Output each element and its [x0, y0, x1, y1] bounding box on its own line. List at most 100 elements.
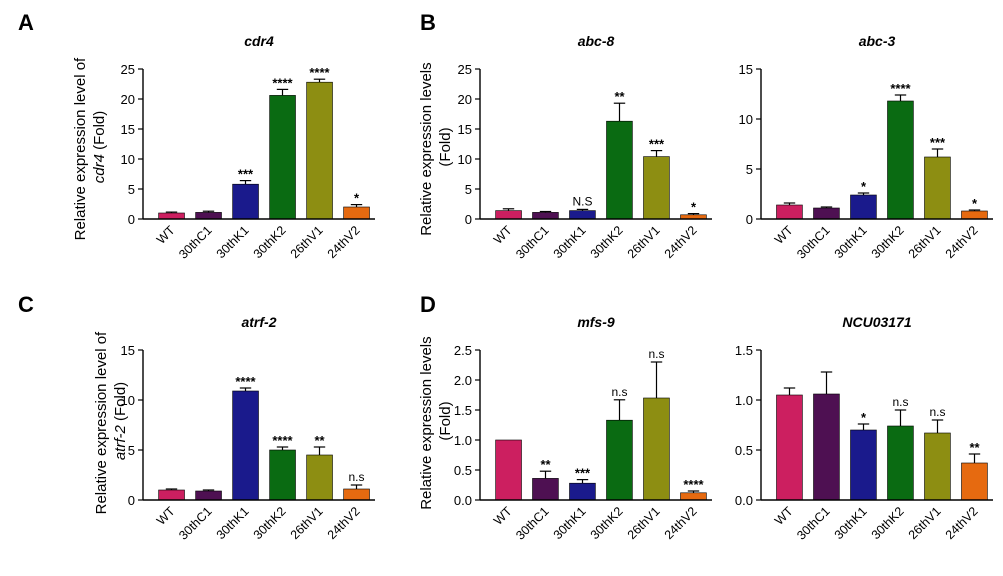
bar-30thc1 [195, 490, 222, 501]
category-label: 30thK2 [251, 223, 289, 261]
y-tick-label: 1.0 [735, 393, 753, 408]
chart-title: mfs-9 [577, 314, 615, 330]
panel-letter-a: A [18, 10, 34, 35]
significance-label: * [354, 191, 360, 206]
ylabel-d: Relative expression levels (Fold) [418, 332, 454, 510]
y-tick-label: 25 [121, 62, 135, 77]
bar-26thv1 [924, 156, 951, 220]
category-label: 30thC1 [794, 504, 832, 542]
category-label: WT [154, 223, 178, 247]
category-label: 30thC1 [176, 223, 214, 261]
category-label: 24thV2 [662, 504, 700, 542]
bar-26thv1 [643, 156, 670, 220]
bar-24thv2 [680, 492, 707, 501]
category-label: 26thV1 [906, 223, 944, 261]
chart-title: NCU03171 [842, 314, 911, 330]
category-label: WT [772, 223, 796, 247]
panel-letter-d: D [420, 292, 436, 317]
ylabel-a-gene: cdr4 [91, 154, 108, 183]
bar-30thk1 [232, 390, 259, 501]
y-tick-label: 0.0 [735, 493, 753, 508]
significance-label: ** [540, 457, 551, 472]
y-tick-label: 0 [128, 493, 135, 508]
category-label: WT [772, 504, 796, 528]
category-label: 30thK1 [551, 223, 589, 261]
category-label: 30thK2 [588, 223, 626, 261]
significance-label: * [861, 179, 867, 194]
ylabel-a: Relative expression level of cdr4 (Fold) [72, 54, 108, 241]
category-label: WT [491, 223, 515, 247]
category-label: 24thV2 [325, 223, 363, 261]
ylabel-d-line2: (Fold) [437, 401, 454, 440]
significance-label: n.s [611, 385, 627, 399]
category-label: 30thK2 [869, 223, 907, 261]
y-tick-label: 20 [458, 92, 472, 107]
ylabel-c-line1: Relative expression level of [93, 331, 110, 514]
category-label: 30thC1 [513, 223, 551, 261]
charts-layer: cdr4WT30thC1***30thK1****30thK2****26thV… [121, 33, 993, 543]
category-label: 30thK2 [869, 504, 907, 542]
y-tick-label: 5 [465, 182, 472, 197]
y-tick-label: 10 [121, 393, 135, 408]
significance-label: N.S [572, 194, 592, 208]
category-label: 30thK1 [832, 504, 870, 542]
ylabel-a-line1: Relative expression level of [72, 57, 89, 240]
ylabel-c-gene: atrf-2 [112, 425, 129, 461]
significance-label: * [861, 410, 867, 425]
bar-wt [158, 212, 185, 220]
category-label: 26thV1 [906, 504, 944, 542]
chart-title: abc-3 [859, 33, 896, 49]
bar-30thk2 [887, 100, 914, 220]
chart-title: cdr4 [244, 33, 274, 49]
y-tick-label: 2.0 [454, 373, 472, 388]
significance-label: **** [272, 433, 293, 448]
significance-label: ** [614, 89, 625, 104]
y-tick-label: 20 [121, 92, 135, 107]
category-label: 24thV2 [325, 504, 363, 542]
bar-30thk1 [232, 183, 259, 220]
category-label: 30thK1 [214, 223, 252, 261]
ylabel-b-line1: Relative expression levels [418, 62, 435, 235]
bar-wt [776, 394, 803, 501]
significance-label: **** [309, 65, 330, 80]
bar-26thv1 [643, 397, 670, 501]
bar-24thv2 [343, 488, 370, 501]
category-label: 30thK2 [251, 504, 289, 542]
bar-26thv1 [306, 454, 333, 501]
significance-label: n.s [892, 395, 908, 409]
y-tick-label: 0.5 [735, 443, 753, 458]
bar-30thk2 [606, 120, 633, 220]
bar-30thc1 [195, 212, 222, 220]
bar-30thk2 [606, 419, 633, 501]
y-tick-label: 15 [121, 122, 135, 137]
category-label: 30thC1 [794, 223, 832, 261]
chart-title: abc-8 [578, 33, 615, 49]
y-tick-label: 25 [458, 62, 472, 77]
bar-wt [495, 439, 522, 501]
y-tick-label: 0.0 [454, 493, 472, 508]
panel-letter-c: C [18, 292, 34, 317]
category-label: 24thV2 [943, 504, 981, 542]
bar-30thk2 [269, 95, 296, 220]
category-label: 30thK2 [588, 504, 626, 542]
significance-label: n.s [348, 470, 364, 484]
y-tick-label: 15 [458, 122, 472, 137]
bar-30thk1 [569, 482, 596, 501]
significance-label: **** [683, 477, 704, 492]
bar-30thk1 [569, 210, 596, 220]
y-tick-label: 15 [121, 343, 135, 358]
significance-label: *** [649, 137, 665, 152]
ylabel-b-line2: (Fold) [437, 127, 454, 166]
significance-label: * [691, 200, 697, 215]
bar-24thv2 [961, 462, 988, 501]
bar-30thk2 [269, 449, 296, 501]
category-label: WT [491, 504, 515, 528]
chart-mfs-9: mfs-9 WT ** 30thC1 *** 30thK1 n.s 30thK2 n.s 26th… [454, 314, 712, 543]
bar-30thk2 [887, 425, 914, 501]
